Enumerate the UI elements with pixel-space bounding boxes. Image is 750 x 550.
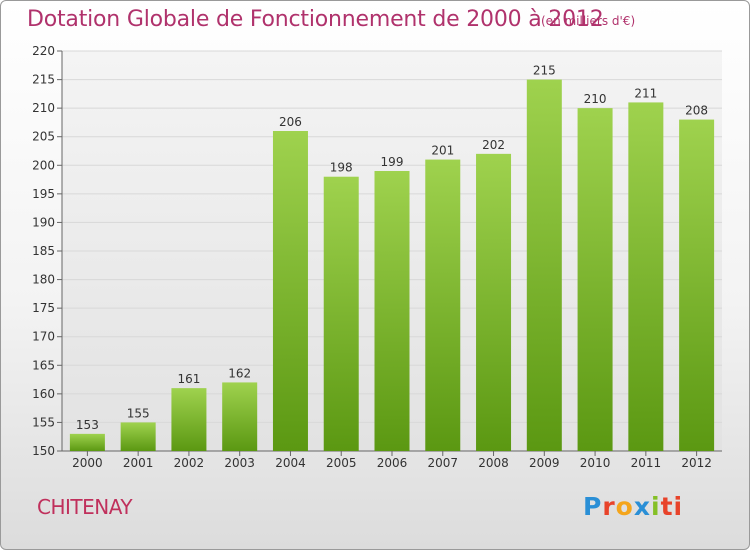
y-tick-label: 200 — [32, 158, 55, 172]
y-tick-label: 205 — [32, 130, 55, 144]
bar — [628, 102, 664, 451]
x-tick-label: 2003 — [224, 456, 255, 470]
data-label: 206 — [279, 115, 302, 129]
data-label: 153 — [76, 418, 99, 432]
y-tick-label: 180 — [32, 273, 55, 287]
x-tick-label: 2004 — [275, 456, 306, 470]
bar-layer — [69, 79, 715, 452]
data-label: 211 — [634, 86, 657, 100]
bar — [526, 79, 562, 452]
data-label: 161 — [177, 372, 200, 386]
data-label: 201 — [431, 144, 454, 158]
x-tick-label: 2005 — [326, 456, 357, 470]
bar — [374, 171, 410, 451]
x-tick-label: 2012 — [681, 456, 712, 470]
bar — [425, 159, 461, 452]
proxiti-logo[interactable]: Proxiti — [583, 492, 684, 521]
x-tick-label: 2009 — [529, 456, 560, 470]
data-label: 162 — [228, 366, 251, 380]
y-tick-label: 160 — [32, 387, 55, 401]
y-tick-label: 150 — [32, 444, 55, 458]
y-tick-label: 185 — [32, 244, 55, 258]
data-label: 210 — [584, 92, 607, 106]
y-tick-label: 220 — [32, 44, 55, 58]
x-tick-label: 2007 — [427, 456, 458, 470]
bar — [476, 153, 512, 451]
bar — [171, 388, 207, 451]
bar — [323, 176, 359, 451]
x-tick-label: 2011 — [631, 456, 662, 470]
y-tick-label: 215 — [32, 73, 55, 87]
data-label: 155 — [127, 406, 150, 420]
bar — [272, 131, 308, 451]
y-tick-label: 195 — [32, 187, 55, 201]
x-tick-label: 2002 — [174, 456, 205, 470]
bar — [679, 119, 715, 452]
x-tick-label: 2000 — [72, 456, 103, 470]
y-tick-label: 165 — [32, 358, 55, 372]
x-tick-label: 2006 — [377, 456, 408, 470]
bar — [222, 382, 258, 451]
y-tick-label: 155 — [32, 415, 55, 429]
chart-subtitle: (en milliers d'€) — [541, 14, 636, 28]
bar — [120, 422, 156, 451]
y-tick-label: 175 — [32, 301, 55, 315]
data-label: 202 — [482, 138, 505, 152]
bar — [577, 108, 613, 452]
chart-title: Dotation Globale de Fonctionnement de 20… — [27, 7, 604, 32]
data-label: 198 — [330, 161, 353, 175]
bar — [69, 433, 105, 451]
x-tick-label: 2001 — [123, 456, 154, 470]
y-tick-label: 210 — [32, 101, 55, 115]
label-layer: 2000 153 2001 155 2002 161 2003 162 2004 206 2005 1… — [72, 64, 712, 470]
x-tick-label: 2010 — [580, 456, 611, 470]
data-label: 215 — [533, 64, 556, 78]
y-tick-label: 190 — [32, 215, 55, 229]
city-name: CHITENAY — [37, 495, 133, 519]
data-label: 208 — [685, 104, 708, 118]
data-label: 199 — [381, 155, 404, 169]
x-tick-label: 2008 — [478, 456, 509, 470]
y-tick-label: 170 — [32, 330, 55, 344]
